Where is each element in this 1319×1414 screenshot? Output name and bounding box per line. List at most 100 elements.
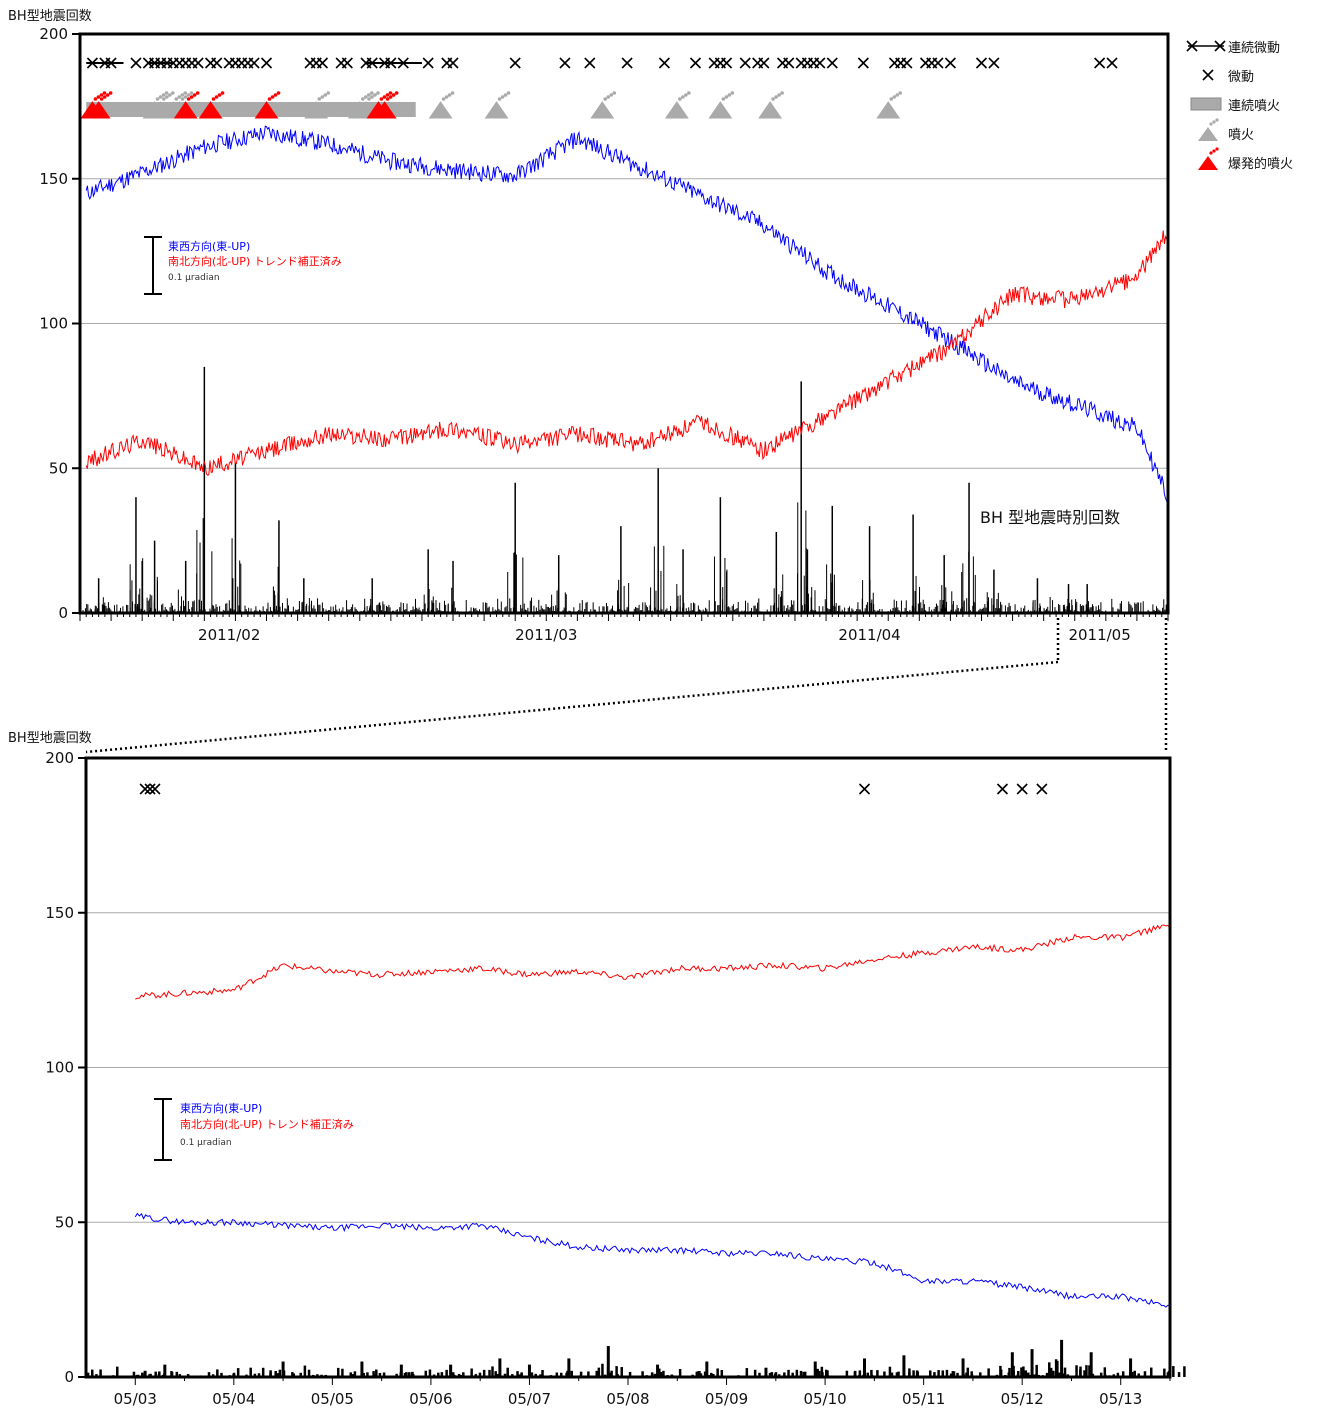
- eruption-icon-plume: [376, 91, 380, 95]
- eruption-icon-plume: [506, 91, 511, 95]
- eruption-icon-plume: [503, 93, 508, 97]
- eruption-icon-plume: [730, 91, 735, 95]
- eruption-icon: [664, 101, 689, 119]
- tremor-cross-icon: [341, 57, 353, 69]
- top-scale-bar: 東西方向(東-UP) 南北方向(北-UP) トレンド補正済み 0.1 μradi…: [144, 236, 342, 295]
- explosive-eruption-icon-plume: [195, 91, 200, 95]
- tilt-line-ns: [135, 924, 1171, 1000]
- eruption-icon-plume: [684, 93, 688, 97]
- explosive-eruption-icon-plume: [385, 93, 390, 97]
- red-volcano-icon: [1198, 147, 1219, 170]
- eruption-icon-plume: [366, 93, 371, 97]
- explosive-eruption-icon-plume: [96, 95, 101, 99]
- explosive-eruption-icon-plume: [270, 95, 275, 99]
- x-tick-label: 2011/05: [1068, 626, 1130, 644]
- eruption-icon-plume: [180, 93, 185, 97]
- eruption-icon-plume: [450, 91, 455, 95]
- tremor-cross-icon: [1016, 783, 1028, 795]
- explosive-eruption-icon-plume: [214, 95, 219, 99]
- tremor-cross-icon: [397, 57, 409, 69]
- eruption-icon: [484, 101, 509, 119]
- eruption-icon-plume: [370, 95, 374, 99]
- tremor-cross-icon: [447, 57, 459, 69]
- x-tick-label: 2011/04: [838, 626, 900, 644]
- eruption-icon-plume: [164, 91, 169, 95]
- bottom-hourly-count-bars: [86, 1339, 1186, 1377]
- eruption-icon-plume: [777, 93, 781, 97]
- tilt-line-ew: [85, 125, 1169, 504]
- tremor-cross-icon: [996, 783, 1009, 795]
- x-tick-label: 05/03: [114, 1390, 157, 1408]
- y-tick-label: 50: [49, 459, 68, 477]
- tilt-line-ns: [85, 227, 1169, 476]
- eruption-icon-plume: [780, 91, 784, 95]
- y-tick-label: 200: [39, 25, 68, 43]
- eruption-icon-plume: [687, 91, 691, 95]
- bottom-y-axis-title: BH型地震回数: [8, 731, 92, 746]
- explosive-eruption-icon-plume: [267, 97, 272, 101]
- x-tick-label: 05/04: [212, 1390, 255, 1408]
- tremor-cross-icon: [689, 57, 702, 69]
- tremor-cross-icon: [86, 57, 98, 69]
- tremor-cross-icon: [130, 57, 142, 69]
- y-tick-label: 100: [45, 1059, 74, 1077]
- y-tick-label: 150: [45, 904, 74, 922]
- eruption-icon-plume: [724, 95, 729, 99]
- bottom-y-ticks: 0 50 100 150 200: [45, 749, 86, 1386]
- tremor-cross-icon: [316, 57, 329, 69]
- top-tilt-lines: [85, 125, 1169, 504]
- eruption-icon-plume: [603, 97, 608, 101]
- explosive-eruption-icon-plume: [211, 97, 216, 101]
- x-tick-label: 05/11: [902, 1390, 945, 1408]
- eruption-icon: [876, 101, 901, 119]
- explosive-eruption-icon-plume: [93, 97, 98, 101]
- top-hourly-count-bars: [80, 366, 1168, 613]
- eruption-icon-plume: [895, 93, 900, 97]
- legend-label: 爆発的噴火: [1228, 156, 1293, 172]
- bottom-tilt-lines: [134, 924, 1171, 1308]
- explosive-eruption-icon-plume: [189, 95, 194, 99]
- bottom-scale-label-ns: 南北方向(北-UP) トレンド補正済み: [180, 1117, 354, 1131]
- tremor-cross-icon: [144, 783, 156, 795]
- eruption-icon-plume: [171, 91, 175, 95]
- eruption-icon-plume: [727, 93, 732, 97]
- tremor-cross-icon: [366, 57, 378, 69]
- eruption-icon-plume: [183, 95, 188, 99]
- top-x-ticks: 2011/02 2011/03 2011/04 2011/05: [79, 613, 1169, 644]
- tilt-line-ew: [134, 1212, 1171, 1308]
- tremor-cross-icon: [139, 783, 151, 795]
- explosive-eruption-icon-plume: [388, 91, 393, 95]
- tremor-cross-icon: [783, 57, 795, 69]
- explosive-eruption-icon: [198, 101, 223, 119]
- bottom-activity-markers: [139, 783, 1048, 795]
- explosive-eruption-icon-plume: [102, 91, 107, 95]
- x-tick-label: 05/06: [409, 1390, 452, 1408]
- top-scale-label-ew: 東西方向(東-UP): [168, 239, 250, 253]
- tremor-cross-icon: [149, 783, 161, 795]
- tremor-cross-icon: [260, 57, 273, 69]
- top-activity-markers: [80, 57, 1118, 119]
- eruption-icon-plume: [162, 97, 166, 101]
- explosive-eruption-icon-plume: [394, 91, 399, 95]
- tremor-cross-icon: [932, 57, 944, 69]
- y-tick-label: 0: [64, 1368, 74, 1386]
- tremor-cross-icon: [1106, 57, 1118, 69]
- top-y-axis-title: BH型地震回数: [8, 9, 92, 24]
- eruption-icon-plume: [774, 95, 778, 99]
- eruption-icon-plume: [681, 95, 685, 99]
- eruption-icon-plume: [441, 97, 446, 101]
- eruption-icon-plume: [606, 95, 611, 99]
- eruption-icon-plume: [158, 95, 163, 99]
- eruption-icon-plume: [678, 97, 682, 101]
- eruption-icon-plume: [369, 91, 374, 95]
- tremor-cross-icon: [658, 57, 670, 69]
- tremor-cross-icon: [975, 57, 988, 69]
- top-scale-label-unit: 0.1 μradian: [168, 273, 220, 283]
- tremor-cross-icon: [105, 57, 117, 69]
- eruption-icon: [758, 101, 783, 119]
- explosive-eruption-icon-plume: [108, 91, 113, 95]
- explosive-eruption-icon-plume: [273, 93, 278, 97]
- tremor-cross-icon: [1036, 783, 1048, 795]
